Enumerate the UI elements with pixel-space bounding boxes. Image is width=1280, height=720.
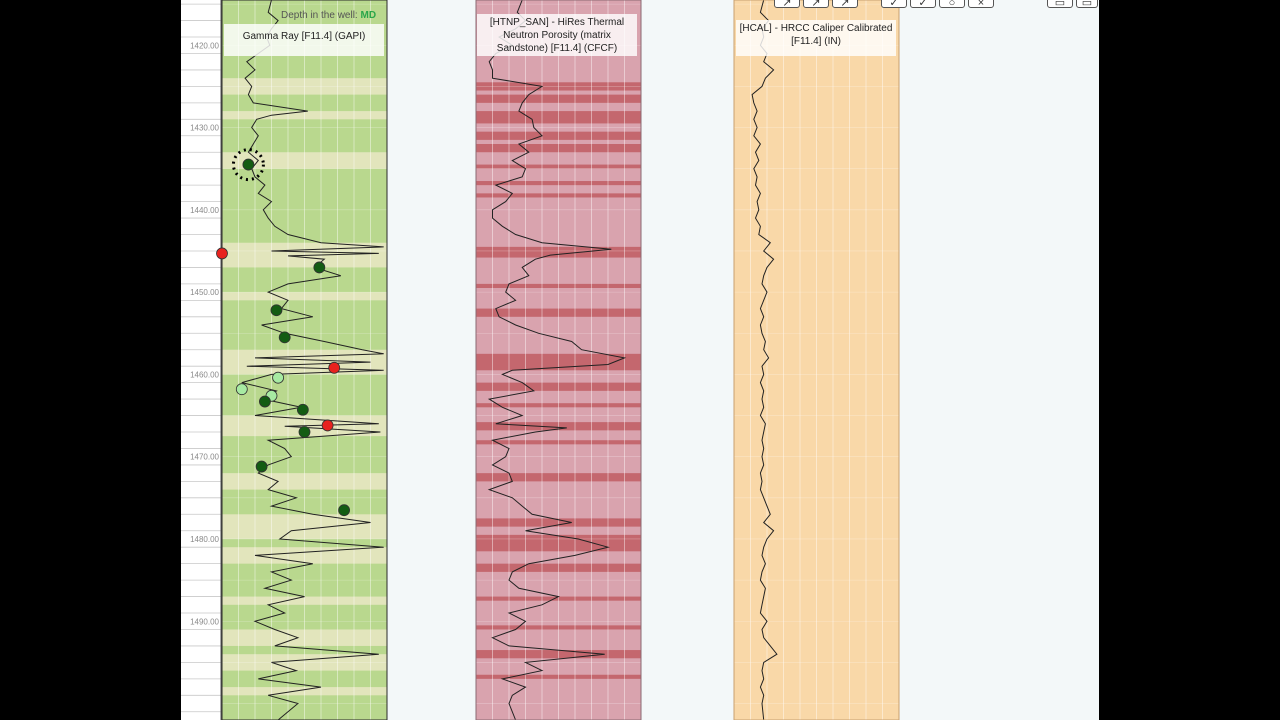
- pick-marker[interactable]: [270, 304, 283, 317]
- hcal-track-title: [HCAL] - HRCC Caliper Calibrated [F11.4]…: [739, 23, 893, 47]
- depth-tick-label: 1430.00: [190, 124, 219, 133]
- arrow-icon: ↗: [840, 0, 850, 9]
- selected-marker-ring: [231, 148, 265, 182]
- pick-marker[interactable]: [338, 504, 351, 517]
- pick-marker[interactable]: [321, 419, 334, 432]
- hcal-track-header[interactable]: [HCAL] - HRCC Caliper Calibrated [F11.4]…: [736, 20, 896, 56]
- check-icon: ✓: [889, 0, 899, 9]
- htnp-track: [475, 0, 642, 720]
- depth-tick-label: 1480.00: [190, 535, 219, 544]
- depth-tick-label: 1420.00: [190, 41, 219, 50]
- htnp-track-header[interactable]: [HTNP_SAN] - HiRes Thermal Neutron Poros…: [477, 14, 637, 56]
- gamma-ray-track-title: Gamma Ray [F11.4] (GAPI): [242, 31, 366, 42]
- hcal-curve: [751, 0, 778, 720]
- toolbar-button-5[interactable]: ✓: [910, 0, 936, 9]
- depth-reference-value[interactable]: MD: [360, 10, 377, 21]
- depth-tick-label: 1490.00: [190, 617, 219, 626]
- marker-layer: [216, 148, 351, 517]
- depth-reference-label: Depth in the well:: [281, 10, 358, 21]
- depth-tick-label: 1470.00: [190, 453, 219, 462]
- arrow-icon: ↗: [782, 0, 792, 9]
- htnp-track-title: [HTNP_SAN] - HiRes Thermal Neutron Poros…: [489, 17, 625, 54]
- toolbar-button-7[interactable]: ×: [968, 0, 994, 9]
- check-icon: ✓: [918, 0, 928, 9]
- arrow-icon: ↗: [811, 0, 821, 9]
- toolbar-button-1[interactable]: ↗: [774, 0, 800, 9]
- toolbar-button-6[interactable]: ○: [939, 0, 965, 9]
- gamma-ray-track-border: [221, 0, 388, 720]
- pick-marker[interactable]: [298, 426, 311, 438]
- pick-marker[interactable]: [313, 261, 326, 274]
- pick-marker[interactable]: [259, 395, 271, 408]
- depth-tick-label: 1460.00: [190, 370, 219, 379]
- toolbar-button-4[interactable]: ✓: [881, 0, 907, 9]
- log-viewer: 1420.00 1430.00 1440.00 1450.00 1460.00 1470.…: [181, 0, 1099, 720]
- toolbar-button-8[interactable]: ▭: [1047, 0, 1073, 9]
- toolbar-button-3[interactable]: ↗: [832, 0, 858, 9]
- well-log-tracks: 1420.00 1430.00 1440.00 1450.00 1460.00 1470.…: [181, 0, 900, 720]
- htnp-curve: [487, 0, 627, 720]
- gamma-ray-track: [221, 0, 388, 720]
- depth-tick-label: 1450.00: [190, 288, 219, 297]
- layout-icon: ▭: [1081, 0, 1093, 9]
- gamma-ray-curve: [241, 0, 384, 720]
- pick-marker[interactable]: [272, 371, 284, 384]
- close-icon: ×: [977, 0, 985, 9]
- hcal-track-border: [733, 0, 900, 720]
- pick-marker[interactable]: [242, 158, 255, 171]
- depth-reference: Depth in the well: MD: [281, 10, 376, 21]
- pick-marker[interactable]: [296, 403, 309, 416]
- pick-marker[interactable]: [278, 331, 291, 344]
- pick-marker[interactable]: [235, 383, 248, 396]
- pick-marker[interactable]: [255, 460, 268, 473]
- gamma-ray-track-header[interactable]: Gamma Ray [F11.4] (GAPI): [224, 24, 384, 56]
- hcal-track: [733, 0, 900, 720]
- toolbar-button-2[interactable]: ↗: [803, 0, 829, 9]
- circle-icon: ○: [948, 0, 956, 9]
- depth-tick-label: 1440.00: [190, 206, 219, 215]
- depth-track-background: [181, 0, 221, 720]
- toolbar-button-9[interactable]: ▭: [1076, 0, 1098, 9]
- pick-marker[interactable]: [216, 247, 228, 260]
- layout-icon: ▭: [1054, 0, 1066, 9]
- pick-marker[interactable]: [328, 361, 341, 374]
- htnp-track-border: [475, 0, 642, 720]
- depth-track: 1420.00 1430.00 1440.00 1450.00 1460.00 1470.…: [181, 0, 222, 720]
